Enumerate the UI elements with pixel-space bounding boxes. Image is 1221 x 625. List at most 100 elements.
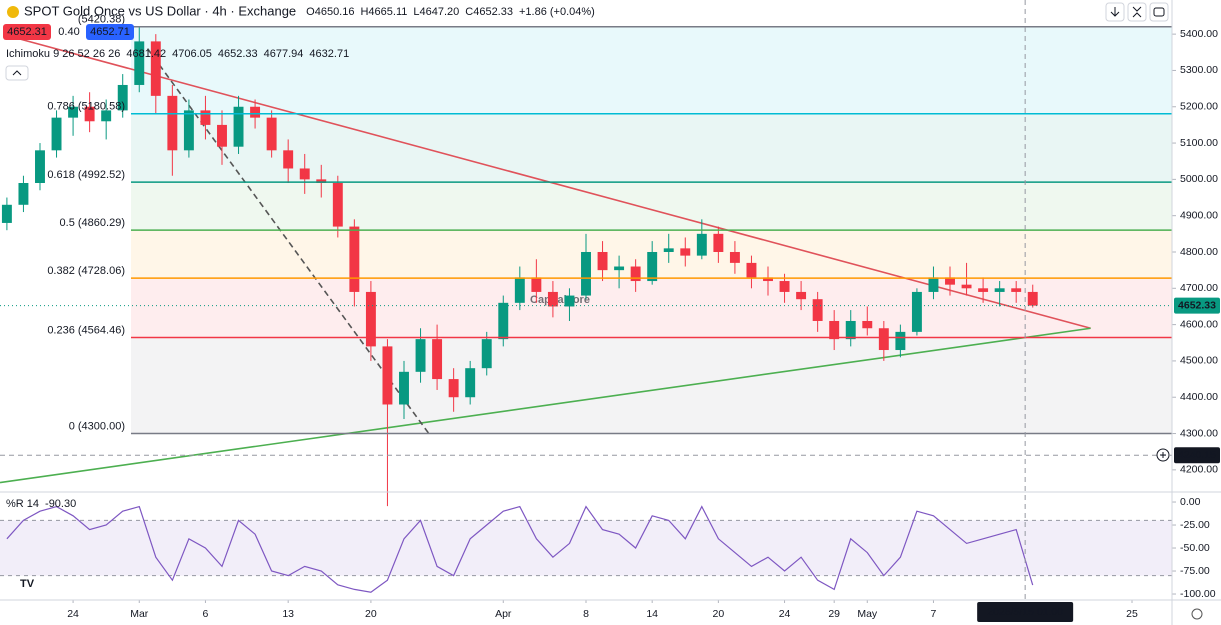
candle-body — [134, 41, 145, 85]
main-layer — [0, 26, 1091, 593]
candle-body — [696, 233, 707, 256]
fib-label: 0.236 (4564.46) — [47, 324, 125, 336]
candle-body — [812, 299, 823, 321]
ohlc-label: L4647.20 — [413, 6, 459, 18]
candle-body — [547, 291, 558, 307]
icon — [1132, 6, 1142, 18]
candle-body — [564, 295, 575, 307]
candle-body — [349, 226, 360, 292]
candle-body — [928, 277, 939, 292]
x-tick-label: 25 — [1126, 608, 1138, 620]
candle-body — [878, 328, 889, 351]
candle-body — [663, 248, 674, 252]
ohlc-label: O4650.16 — [306, 6, 354, 18]
fib-label: 0 (4300.00) — [69, 420, 125, 432]
candle-body — [415, 339, 426, 372]
candle-body — [829, 320, 840, 340]
candle-body — [862, 320, 873, 329]
x-tick-label: 7 — [931, 608, 937, 620]
y-tick-label: 4700.00 — [1180, 282, 1218, 294]
maximize-button[interactable] — [1149, 2, 1169, 22]
candle-body — [630, 266, 641, 282]
y-tick-label: 4600.00 — [1180, 318, 1218, 330]
ohlc-label: C4652.33 — [465, 6, 513, 18]
symbol-icon — [7, 6, 19, 18]
logo: TV — [20, 578, 35, 590]
toolbar: TV — [5, 2, 1203, 620]
collapse-button[interactable] — [1127, 2, 1147, 22]
x-tick-label: 13 — [282, 608, 294, 620]
fib-label: 0.5 (4860.29) — [60, 217, 125, 229]
y-tick-label: 5200.00 — [1180, 101, 1218, 113]
candle-body — [647, 251, 658, 282]
candle-body — [200, 110, 211, 125]
y-tick-label: 4900.00 — [1180, 209, 1218, 221]
y-tick-label: 4800.00 — [1180, 246, 1218, 258]
y-tick-label: -50.00 — [1180, 542, 1210, 554]
fib-band — [130, 113, 1172, 183]
x-tick-label: Mar — [130, 608, 149, 620]
indicator-line — [6, 505, 1034, 593]
bid-label: 4652.31 — [7, 26, 47, 38]
last-price-box — [1174, 297, 1220, 314]
y-tick-label: 4200.00 — [1180, 464, 1218, 476]
x-tick-label: 24 — [779, 608, 791, 620]
candle-body — [432, 339, 443, 380]
candle-body — [465, 368, 476, 398]
candle-body — [167, 95, 178, 151]
icon — [1160, 452, 1166, 458]
collapse-indicators-button[interactable] — [5, 65, 29, 81]
candle-body — [266, 117, 277, 151]
last-price-label: 4652.33 — [1178, 299, 1216, 311]
band-fill — [0, 520, 1172, 576]
candle-body — [250, 106, 261, 118]
add-button[interactable] — [1156, 448, 1170, 462]
crosshair-y-label: 4240.15 — [1178, 449, 1216, 461]
y-tick-label: 4400.00 — [1180, 391, 1218, 403]
spread-label: 0.40 — [58, 26, 79, 38]
fib-label: 0.618 (4992.52) — [47, 169, 125, 181]
trendline — [14, 36, 1091, 330]
candle-body — [945, 277, 955, 285]
candle-body — [1011, 288, 1022, 292]
candle-body — [233, 106, 244, 147]
candle-body — [498, 302, 509, 340]
candle-body — [365, 291, 376, 347]
y-tick-label: 4300.00 — [1180, 427, 1218, 439]
candle-body — [729, 251, 740, 263]
candle-body — [481, 339, 492, 369]
settings-button[interactable] — [1191, 608, 1203, 620]
candle-body — [994, 288, 1005, 292]
y-tick-label: 5300.00 — [1180, 64, 1218, 76]
change-label: +1.86 (+0.04%) — [519, 6, 595, 18]
x-tick-label: 29 — [828, 608, 840, 620]
watermark: Capitalcore — [530, 294, 590, 306]
x-tick-label: 24 — [67, 608, 79, 620]
candle-body — [35, 150, 45, 184]
indicator-title: %R 14 — [6, 498, 39, 510]
candle-body — [514, 277, 525, 303]
x-tick-label: 20 — [713, 608, 725, 620]
indicator-value: -90.30 — [45, 498, 76, 510]
candle-body — [1027, 291, 1038, 306]
candle-body — [763, 277, 773, 282]
x-tick-label: 20 — [365, 608, 377, 620]
bid-box — [3, 24, 51, 40]
candle-body — [895, 331, 906, 351]
indicator-value: 4632.71 — [309, 48, 349, 60]
y-tick-label: 0.00 — [1180, 496, 1201, 508]
crosshair-y-box — [1174, 447, 1220, 464]
x-tick-label: 6 — [203, 608, 209, 620]
indicator-value: 4652.33 — [218, 48, 258, 60]
y-tick-label: -25.00 — [1180, 519, 1210, 531]
fib-band — [130, 182, 1172, 231]
candle-body — [713, 233, 724, 252]
candle-body — [680, 248, 691, 256]
y-tick-label: -75.00 — [1180, 565, 1210, 577]
candle-body — [746, 262, 757, 278]
y-tick-label: -100.00 — [1180, 588, 1216, 600]
candle-body — [581, 251, 591, 296]
